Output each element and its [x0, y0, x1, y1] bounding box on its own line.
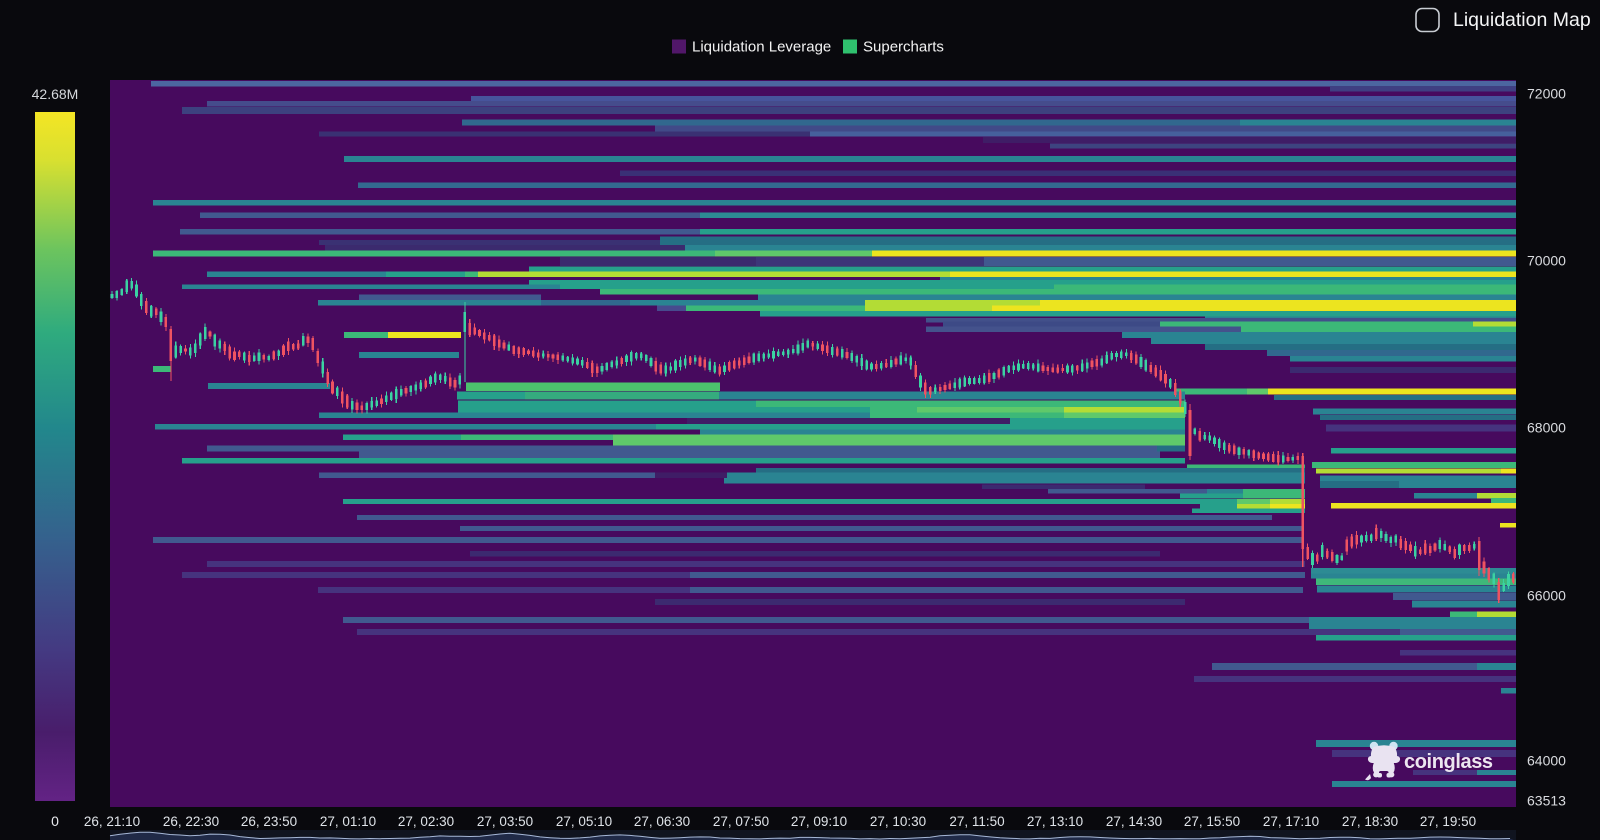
svg-text:27, 13:10: 27, 13:10	[1027, 814, 1083, 829]
svg-text:27, 19:50: 27, 19:50	[1420, 814, 1476, 829]
svg-text:63513: 63513	[1527, 793, 1566, 809]
svg-text:Liquidation Leverage: Liquidation Leverage	[692, 39, 831, 56]
svg-text:27, 02:30: 27, 02:30	[398, 814, 454, 829]
svg-text:Liquidation Map: Liquidation Map	[1453, 9, 1591, 31]
svg-text:27, 15:50: 27, 15:50	[1184, 814, 1240, 829]
svg-text:27, 10:30: 27, 10:30	[870, 814, 926, 829]
svg-text:26, 21:10: 26, 21:10	[84, 814, 140, 829]
svg-text:27, 06:30: 27, 06:30	[634, 814, 690, 829]
svg-text:70000: 70000	[1527, 253, 1566, 269]
svg-text:27, 07:50: 27, 07:50	[713, 814, 769, 829]
svg-text:68000: 68000	[1527, 420, 1566, 436]
svg-text:27, 03:50: 27, 03:50	[477, 814, 533, 829]
svg-text:42.68M: 42.68M	[32, 86, 79, 102]
svg-text:72000: 72000	[1527, 86, 1566, 102]
svg-text:0: 0	[51, 813, 59, 829]
svg-text:64000: 64000	[1527, 753, 1566, 769]
svg-text:66000: 66000	[1527, 588, 1566, 604]
svg-text:27, 14:30: 27, 14:30	[1106, 814, 1162, 829]
svg-text:27, 01:10: 27, 01:10	[320, 814, 376, 829]
svg-text:Supercharts: Supercharts	[863, 39, 944, 56]
svg-text:27, 09:10: 27, 09:10	[791, 814, 847, 829]
svg-text:26, 22:30: 26, 22:30	[163, 814, 219, 829]
svg-text:26, 23:50: 26, 23:50	[241, 814, 297, 829]
svg-text:27, 05:10: 27, 05:10	[556, 814, 612, 829]
svg-text:27, 18:30: 27, 18:30	[1342, 814, 1398, 829]
svg-text:coinglass: coinglass	[1404, 751, 1493, 773]
svg-text:27, 17:10: 27, 17:10	[1263, 814, 1319, 829]
svg-text:27, 11:50: 27, 11:50	[949, 814, 1004, 829]
